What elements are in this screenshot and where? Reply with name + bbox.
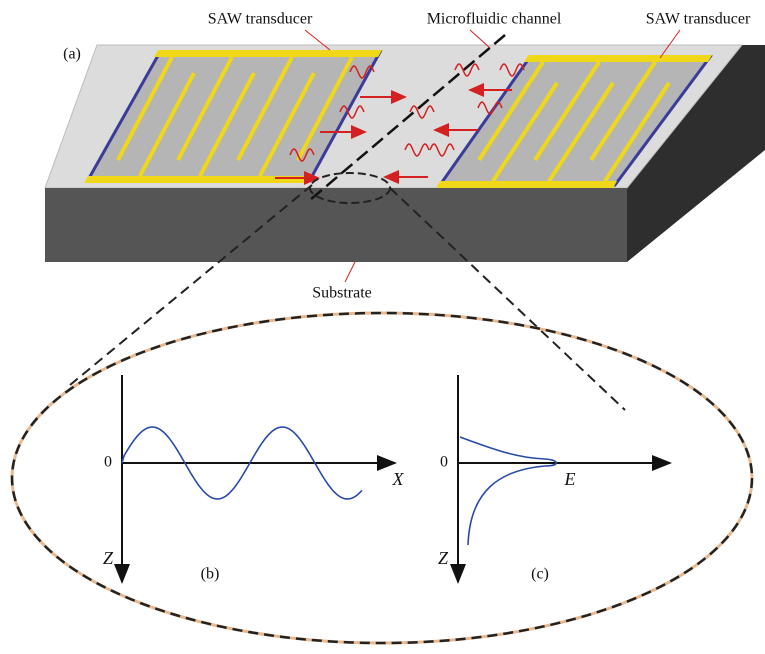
origin-label: 0 bbox=[104, 454, 112, 471]
substrate-front bbox=[45, 188, 627, 262]
annotation: SAW transducer bbox=[646, 11, 751, 28]
panel-label: (a) bbox=[63, 46, 81, 63]
annotation: SAW transducer bbox=[208, 11, 313, 28]
leader bbox=[345, 262, 355, 282]
axis-label: Z bbox=[103, 548, 114, 568]
axis-label: Z bbox=[438, 548, 449, 568]
diagram: (a) SAW transducer Microfluidic channel … bbox=[0, 0, 765, 654]
panel-label: (c) bbox=[531, 566, 549, 583]
origin-label: 0 bbox=[440, 454, 448, 471]
annotation: Substrate bbox=[312, 285, 372, 302]
field-curve bbox=[460, 437, 556, 545]
axis-label: X bbox=[392, 469, 405, 489]
annotation: Microfluidic channel bbox=[427, 11, 562, 28]
page: (a) SAW transducer Microfluidic channel … bbox=[0, 0, 765, 654]
panel-label: (b) bbox=[201, 566, 220, 583]
axis-label: E bbox=[564, 469, 576, 489]
